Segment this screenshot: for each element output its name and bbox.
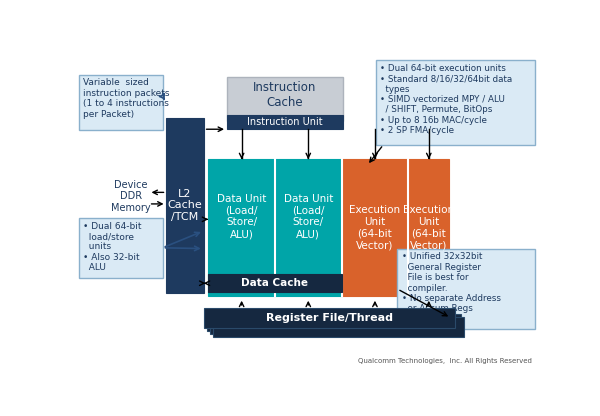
Bar [79,218,163,278]
Text: • Dual 64-bit execution units
• Standard 8/16/32/64bit data
  types
• SIMD vecto: • Dual 64-bit execution units • Standard… [380,64,512,135]
Text: Device
DDR
Memory: Device DDR Memory [111,180,151,213]
Text: Register File/Thread: Register File/Thread [266,313,393,323]
Bar [213,317,464,337]
Bar [207,311,458,331]
Text: Data Unit
(Load/
Store/
ALU): Data Unit (Load/ Store/ ALU) [284,194,333,239]
Text: Variable  sized
instruction packets
(1 to 4 instructions
per Packet): Variable sized instruction packets (1 to… [83,78,169,119]
Text: Instruction
Cache: Instruction Cache [253,81,317,109]
Text: • Unified 32x32bit
  General Register
  File is best for
  compiler.
• No separa: • Unified 32x32bit General Register File… [402,253,501,324]
Text: Execution
Unit
(64-bit
Vector): Execution Unit (64-bit Vector) [403,206,454,250]
Bar [166,118,203,293]
Text: Instruction Unit: Instruction Unit [247,117,323,127]
Text: Data Unit
(Load/
Store/
ALU): Data Unit (Load/ Store/ ALU) [217,194,266,239]
Text: Execution
Unit
(64-bit
Vector): Execution Unit (64-bit Vector) [349,206,400,250]
Bar [341,159,449,296]
Bar [79,74,163,130]
Bar [376,60,535,145]
Bar [397,249,535,329]
Text: L2
Cache
/TCM: L2 Cache /TCM [167,189,202,222]
Text: Data Cache: Data Cache [241,278,308,288]
Bar [227,115,343,129]
Bar [210,314,461,334]
Text: • Dual 64-bit
  load/store
  units
• Also 32-bit
  ALU: • Dual 64-bit load/store units • Also 32… [83,222,141,272]
Bar [203,308,455,328]
Text: Qualcomm Technologies,  Inc. All Rights Reserved: Qualcomm Technologies, Inc. All Rights R… [358,358,532,364]
Bar [227,77,343,121]
Bar [208,159,341,296]
Bar [208,274,341,292]
